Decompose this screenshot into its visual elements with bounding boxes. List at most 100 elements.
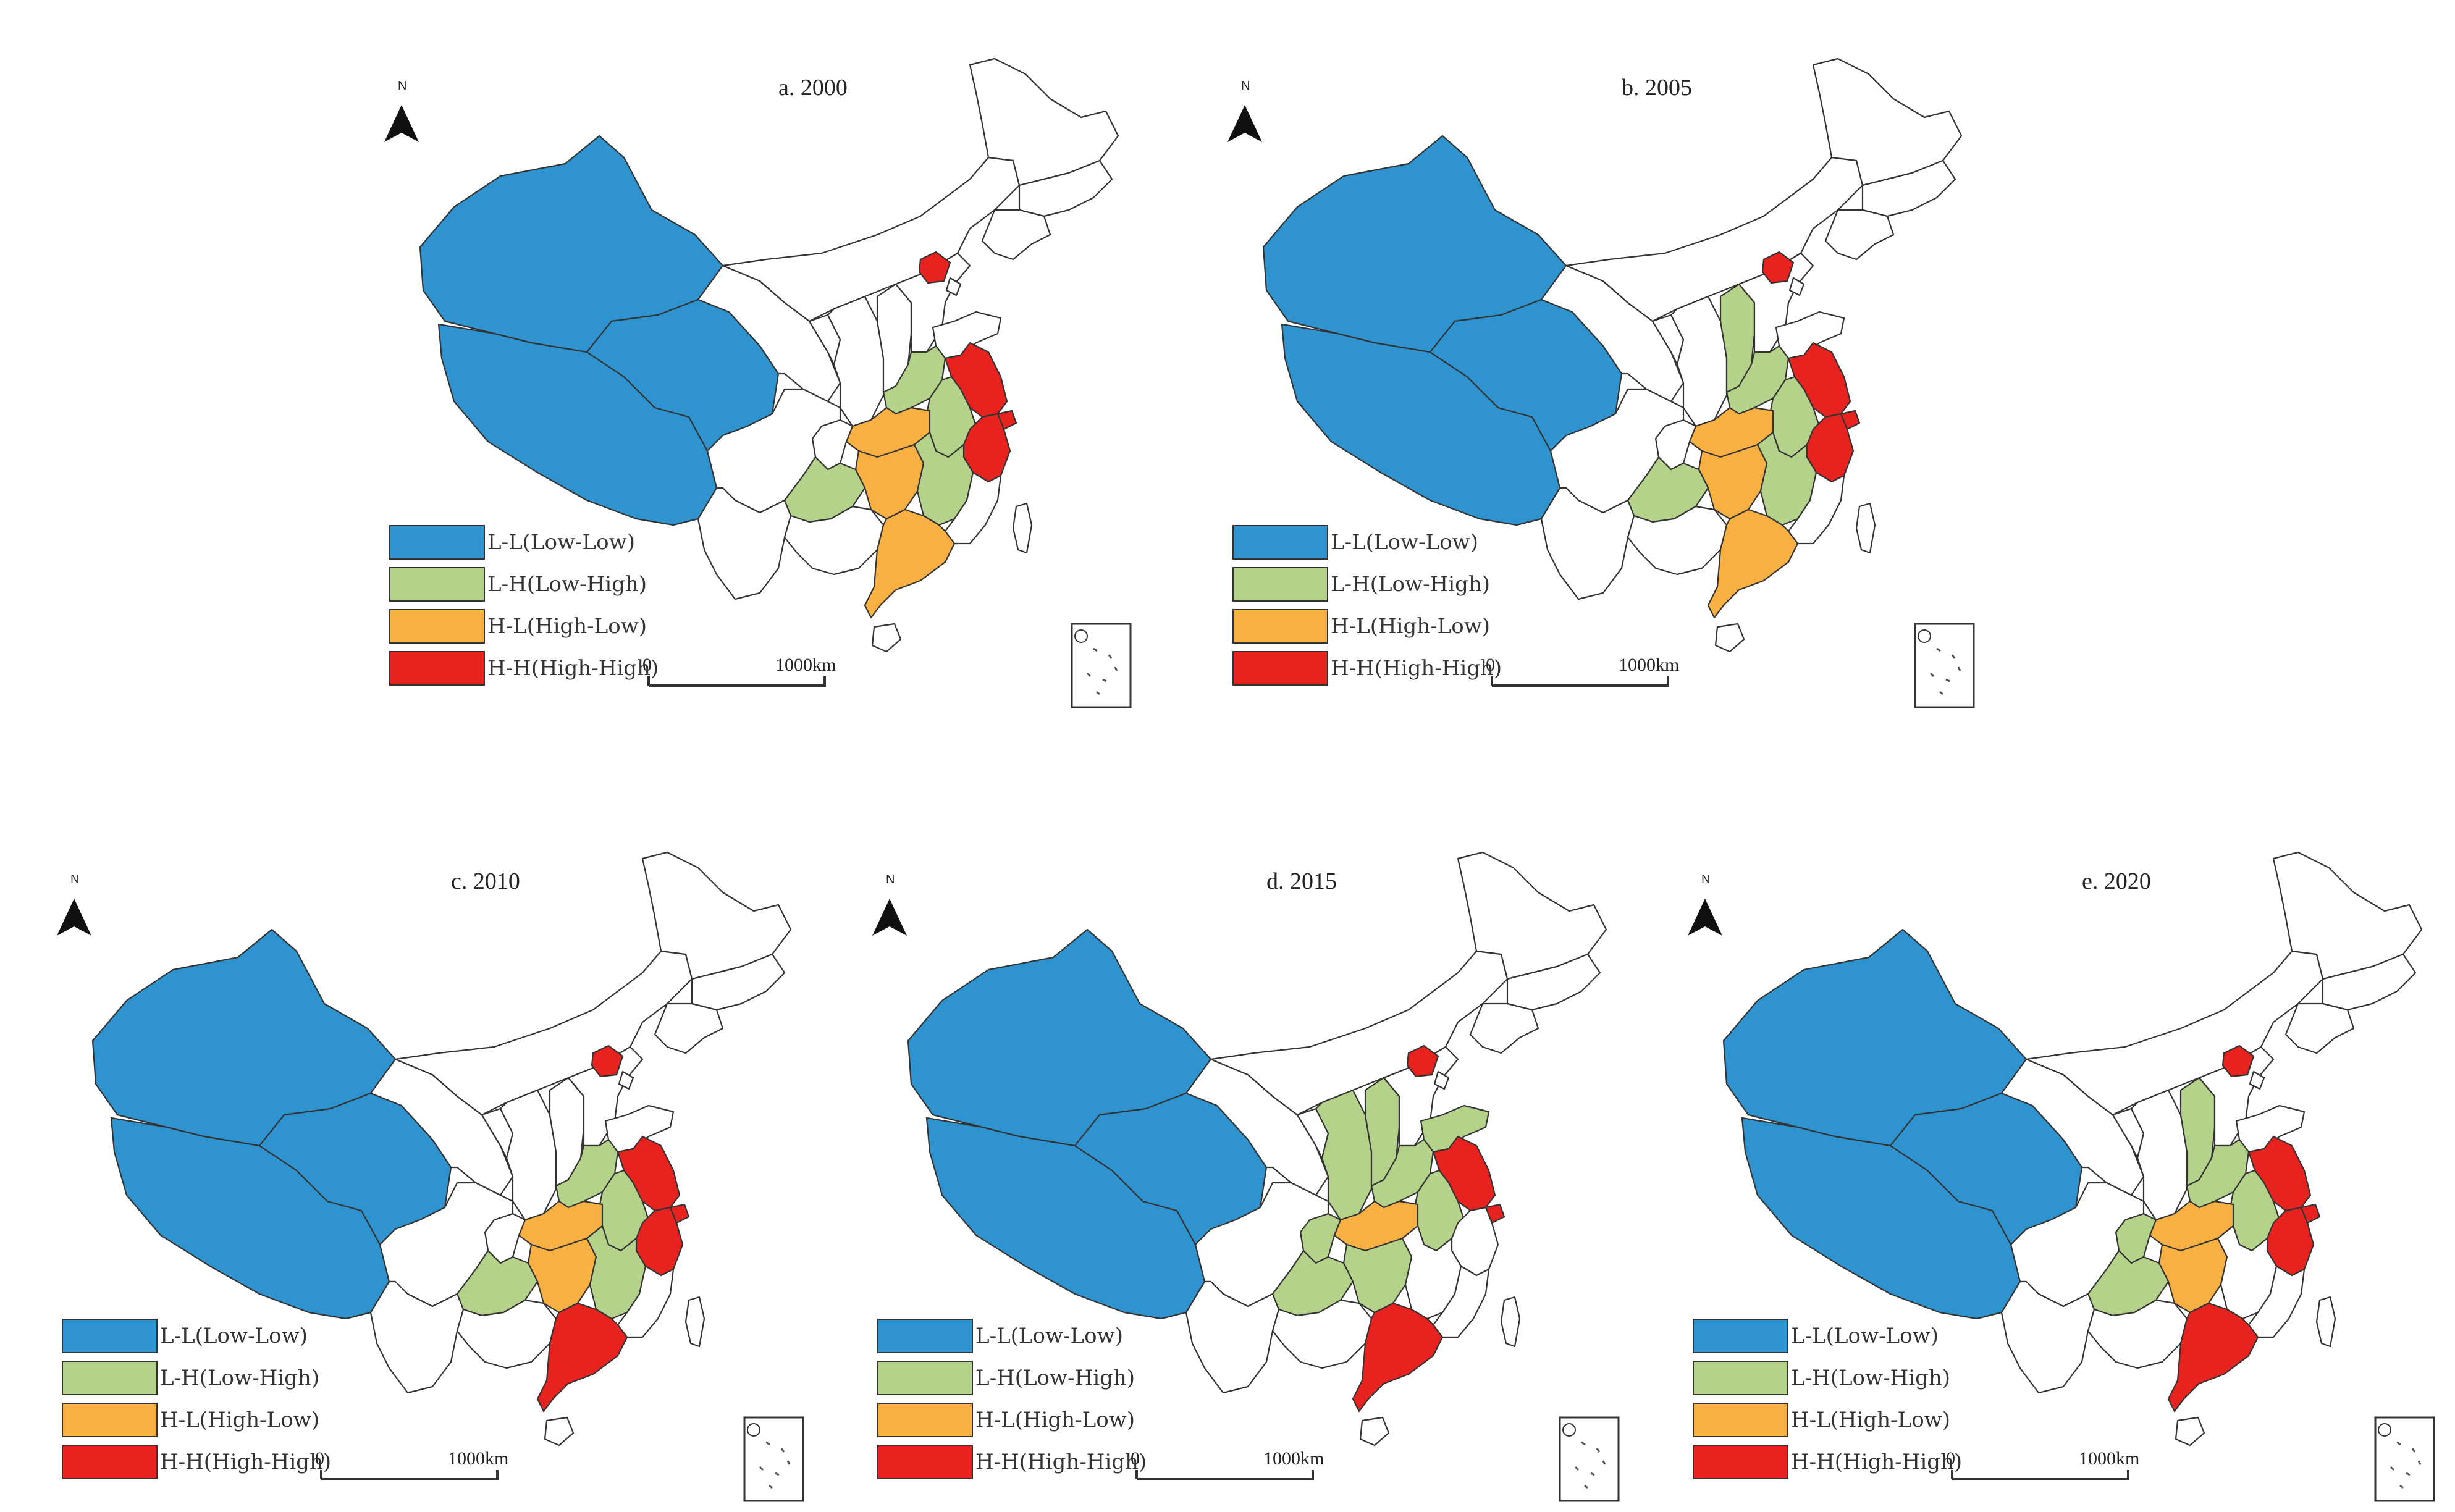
province-tianjin bbox=[1788, 277, 1805, 296]
legend-label: L-L(Low-Low) bbox=[487, 530, 635, 555]
province-fujian bbox=[617, 1265, 675, 1338]
legend-label: L-H(Low-High) bbox=[1331, 572, 1491, 597]
province-hainan bbox=[1714, 623, 1745, 653]
china-province-map bbox=[1228, 57, 1975, 708]
province-taiwan bbox=[1855, 502, 1876, 554]
province-yunnan bbox=[369, 1280, 465, 1394]
province-hunan bbox=[2158, 1237, 2228, 1314]
province-hainan bbox=[871, 623, 902, 653]
province-taiwan bbox=[684, 1296, 705, 1348]
legend-item-hl: H-L(High-Low) bbox=[1232, 609, 1490, 644]
province-liaoning bbox=[2284, 1002, 2355, 1054]
scale-end-label: 1000km bbox=[448, 1448, 509, 1469]
legend-item-ll: L-L(Low-Low) bbox=[1232, 525, 1478, 560]
province-hunan bbox=[1698, 443, 1768, 520]
legend-item-hh: H-H(High-High) bbox=[1693, 1445, 1962, 1479]
legend-item-lh: L-H(Low-High) bbox=[877, 1361, 1135, 1395]
legend-label: L-L(Low-Low) bbox=[1331, 530, 1478, 555]
legend-item-hl: H-L(High-Low) bbox=[62, 1403, 319, 1437]
province-guangdong bbox=[1707, 508, 1799, 619]
province-fujian bbox=[1787, 471, 1845, 545]
scale-end-label: 1000km bbox=[1619, 655, 1680, 675]
legend-swatch bbox=[389, 651, 485, 686]
panel-title: b. 2005 bbox=[1622, 75, 1692, 101]
legend-label: L-L(Low-Low) bbox=[975, 1324, 1123, 1348]
province-beijing bbox=[1761, 251, 1795, 284]
legend-label: L-H(Low-High) bbox=[160, 1366, 320, 1390]
province-yunnan bbox=[697, 487, 792, 600]
legend-item-hl: H-L(High-Low) bbox=[877, 1403, 1135, 1437]
legend-swatch bbox=[389, 525, 485, 560]
province-guangdong bbox=[2167, 1302, 2259, 1413]
legend-swatch bbox=[1693, 1361, 1788, 1395]
scale-end-label: 1000km bbox=[1263, 1448, 1324, 1469]
china-province-map bbox=[872, 851, 1620, 1502]
province-taiwan bbox=[1012, 502, 1033, 554]
legend-label: H-H(High-High) bbox=[1331, 656, 1502, 681]
panel-title: d. 2015 bbox=[1266, 868, 1337, 894]
scale-bar bbox=[1491, 676, 1669, 687]
province-tianjin bbox=[945, 277, 962, 296]
legend-swatch bbox=[1232, 525, 1328, 560]
legend-item-ll: L-L(Low-Low) bbox=[62, 1319, 308, 1353]
legend-item-hh: H-H(High-High) bbox=[877, 1445, 1147, 1479]
province-taiwan bbox=[1500, 1296, 1521, 1348]
legend-label: H-L(High-Low) bbox=[1331, 614, 1491, 639]
province-hainan bbox=[2175, 1416, 2205, 1447]
legend-swatch bbox=[1232, 567, 1328, 602]
legend-swatch bbox=[62, 1361, 158, 1395]
legend-swatch bbox=[877, 1445, 973, 1479]
legend-swatch bbox=[877, 1361, 973, 1395]
north-label: N bbox=[70, 873, 80, 886]
province-hainan bbox=[544, 1416, 575, 1447]
province-tianjin bbox=[2249, 1070, 2265, 1090]
legend-swatch bbox=[389, 609, 485, 644]
legend-item-hh: H-H(High-High) bbox=[1232, 651, 1502, 686]
south-china-sea-inset bbox=[1914, 623, 1975, 708]
legend-swatch bbox=[62, 1319, 158, 1353]
province-yunnan bbox=[1185, 1280, 1280, 1394]
province-liaoning bbox=[981, 209, 1051, 261]
north-arrow-icon bbox=[1688, 899, 1722, 936]
province-fujian bbox=[2247, 1265, 2306, 1338]
legend-label: L-L(Low-Low) bbox=[1791, 1324, 1939, 1348]
map-panel-5: e. 2020 N 0 1000km L-L(Low-Low) L-H(Low-High)… bbox=[1656, 825, 2455, 1504]
south-china-sea-inset bbox=[1559, 1416, 1620, 1502]
north-label: N bbox=[1241, 79, 1250, 93]
province-beijing bbox=[591, 1044, 624, 1078]
map-panel-3: c. 2010 N 0 1000km L-L(Low-Low) L-H(Low-High)… bbox=[25, 825, 846, 1504]
legend-label: L-H(Low-High) bbox=[1791, 1366, 1951, 1390]
north-arrow-icon bbox=[384, 105, 419, 142]
south-china-sea-inset bbox=[743, 1416, 804, 1502]
legend-label: H-L(High-Low) bbox=[1791, 1408, 1951, 1432]
province-liaoning bbox=[654, 1002, 724, 1054]
legend-item-lh: L-H(Low-High) bbox=[62, 1361, 319, 1395]
province-hunan bbox=[854, 443, 925, 520]
scale-start-label: 0 bbox=[1131, 1448, 1140, 1469]
north-arrow-icon bbox=[1228, 105, 1262, 142]
legend-label: H-L(High-Low) bbox=[975, 1408, 1135, 1432]
legend-item-hl: H-L(High-Low) bbox=[1693, 1403, 1950, 1437]
legend-swatch bbox=[1232, 651, 1328, 686]
panel-title: c. 2010 bbox=[451, 868, 520, 894]
scale-bar bbox=[1951, 1470, 2129, 1480]
legend-swatch bbox=[877, 1403, 973, 1437]
scale-end-label: 1000km bbox=[2079, 1448, 2140, 1469]
province-yunnan bbox=[1540, 487, 1635, 600]
scale-bar bbox=[1135, 1470, 1314, 1480]
china-province-map bbox=[57, 851, 804, 1502]
scale-start-label: 0 bbox=[1486, 655, 1495, 675]
legend-item-ll: L-L(Low-Low) bbox=[1693, 1319, 1939, 1353]
north-label: N bbox=[398, 79, 407, 93]
north-label: N bbox=[886, 873, 895, 886]
china-province-map bbox=[1688, 851, 2435, 1502]
legend-item-lh: L-H(Low-High) bbox=[389, 567, 647, 602]
scale-end-label: 1000km bbox=[775, 655, 836, 675]
province-hainan bbox=[1359, 1416, 1390, 1447]
map-panel-4: d. 2015 N 0 1000km L-L(Low-Low) L-H(Low-High)… bbox=[840, 825, 1662, 1504]
legend-swatch bbox=[62, 1403, 158, 1437]
legend-label: H-H(High-High) bbox=[975, 1450, 1147, 1474]
legend-item-lh: L-H(Low-High) bbox=[1232, 567, 1490, 602]
scale-start-label: 0 bbox=[315, 1448, 324, 1469]
legend-item-ll: L-L(Low-Low) bbox=[389, 525, 635, 560]
